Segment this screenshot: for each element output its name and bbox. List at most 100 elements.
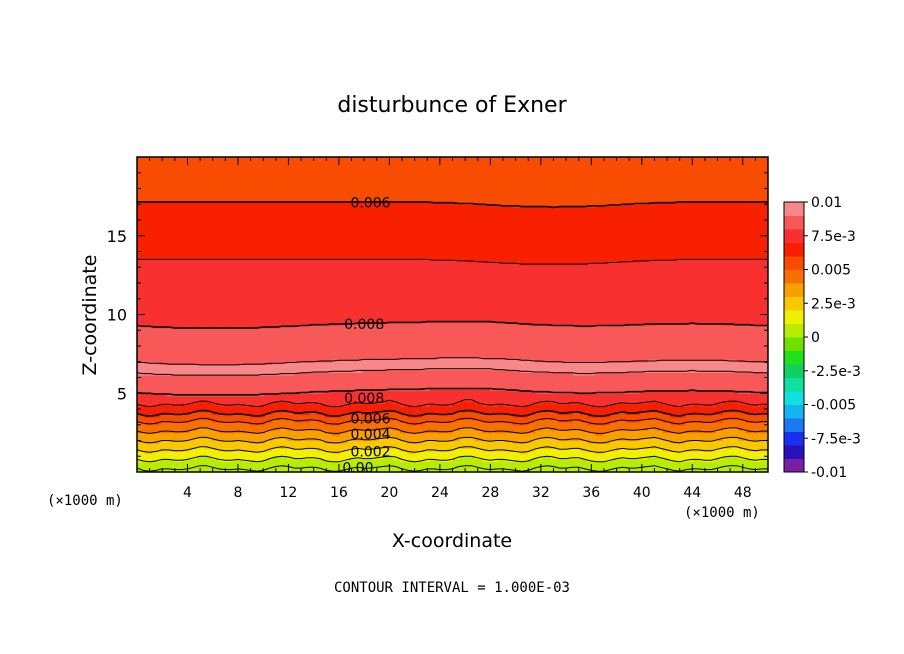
heat-cell — [309, 332, 318, 337]
heat-cell — [527, 464, 536, 468]
heat-cell — [520, 317, 529, 321]
heat-cell — [257, 464, 266, 468]
heat-cell — [294, 361, 303, 365]
heat-cell — [407, 453, 416, 457]
heat-cell — [572, 356, 581, 360]
heat-cell — [497, 453, 506, 457]
heat-cell — [737, 414, 747, 418]
heat-cell — [189, 443, 198, 447]
heat-cell — [257, 330, 266, 334]
heat-cell — [302, 414, 311, 418]
heat-cell — [174, 343, 183, 347]
heat-cell — [287, 390, 296, 394]
heat-cell — [580, 327, 589, 331]
heat-cell — [249, 372, 258, 376]
heat-cell — [490, 367, 499, 371]
heat-cell — [407, 372, 416, 376]
heat-cell — [730, 466, 739, 470]
heat-cell — [482, 343, 491, 347]
heat-cell — [399, 453, 409, 457]
heat-cell — [722, 424, 732, 428]
heat-cell — [249, 380, 258, 384]
heat-cell — [212, 314, 221, 318]
heat-cell — [535, 380, 544, 384]
heat-cell — [467, 374, 476, 379]
heat-cell — [377, 382, 386, 386]
heat-cell — [362, 448, 371, 452]
heat-cell — [692, 353, 701, 358]
heat-cell — [219, 414, 228, 418]
heat-cell — [475, 390, 484, 394]
heat-cell — [272, 440, 281, 444]
heat-cell — [309, 451, 318, 455]
heat-cell — [354, 411, 363, 415]
heat-cell — [347, 325, 356, 329]
heat-cell — [460, 322, 469, 326]
heat-cell — [422, 340, 431, 344]
heat-cell — [737, 398, 747, 402]
heat-cell — [475, 317, 484, 321]
heat-cell — [737, 319, 747, 323]
heat-cell — [302, 422, 311, 426]
heat-cell — [715, 351, 724, 355]
heat-cell — [444, 390, 454, 394]
heat-cell — [700, 393, 709, 397]
heat-cell — [625, 393, 634, 397]
heat-cell — [437, 335, 446, 339]
heat-cell — [182, 372, 191, 376]
heat-cell — [167, 464, 176, 468]
heat-cell — [339, 340, 348, 344]
heat-cell — [392, 430, 401, 434]
heat-cell — [677, 380, 686, 384]
heat-cell — [542, 353, 551, 358]
heat-cell — [497, 374, 506, 379]
heat-cell — [429, 432, 439, 436]
heat-cell — [377, 458, 386, 463]
heat-cell — [520, 390, 529, 394]
heat-cell — [429, 458, 439, 463]
heat-cell — [444, 398, 454, 402]
heat-cell — [182, 322, 191, 326]
heat-cell — [692, 466, 701, 470]
heat-cell — [482, 432, 491, 436]
heat-cell — [730, 330, 739, 334]
heat-cell — [182, 422, 191, 426]
heat-cell — [294, 356, 303, 360]
heat-cell — [302, 411, 311, 415]
heat-cell — [204, 419, 213, 423]
heat-cell — [339, 388, 348, 392]
heat-cell — [677, 403, 686, 407]
heat-cell — [137, 440, 146, 444]
heat-cell — [279, 385, 288, 389]
heat-cell — [512, 403, 521, 407]
heat-cell — [557, 435, 566, 439]
heat-cell — [722, 385, 732, 389]
heat-cell — [354, 317, 363, 321]
heat-cell — [722, 466, 732, 470]
heat-cell — [752, 406, 762, 410]
heat-cell — [557, 359, 566, 363]
heat-cell — [692, 443, 701, 447]
heat-cell — [550, 353, 559, 358]
heat-cell — [610, 432, 619, 436]
heat-cell — [347, 343, 356, 347]
heat-cell — [437, 469, 446, 472]
heat-cell — [595, 424, 604, 428]
heat-cell — [670, 416, 679, 421]
heat-cell — [437, 422, 446, 426]
heat-cell — [219, 356, 228, 360]
heat-cell — [587, 317, 596, 321]
heat-cell — [700, 422, 709, 426]
heat-cell — [722, 393, 732, 397]
heat-cell — [354, 406, 363, 410]
heat-cell — [182, 385, 191, 389]
heat-cell — [572, 335, 581, 339]
heat-cell — [745, 327, 754, 331]
heat-cell — [219, 377, 228, 381]
heat-cell — [655, 395, 664, 400]
heat-cell — [745, 422, 754, 426]
heat-cell — [632, 414, 641, 418]
heat-cell — [557, 456, 566, 460]
heat-cell — [152, 424, 161, 428]
heat-cell — [212, 322, 221, 326]
